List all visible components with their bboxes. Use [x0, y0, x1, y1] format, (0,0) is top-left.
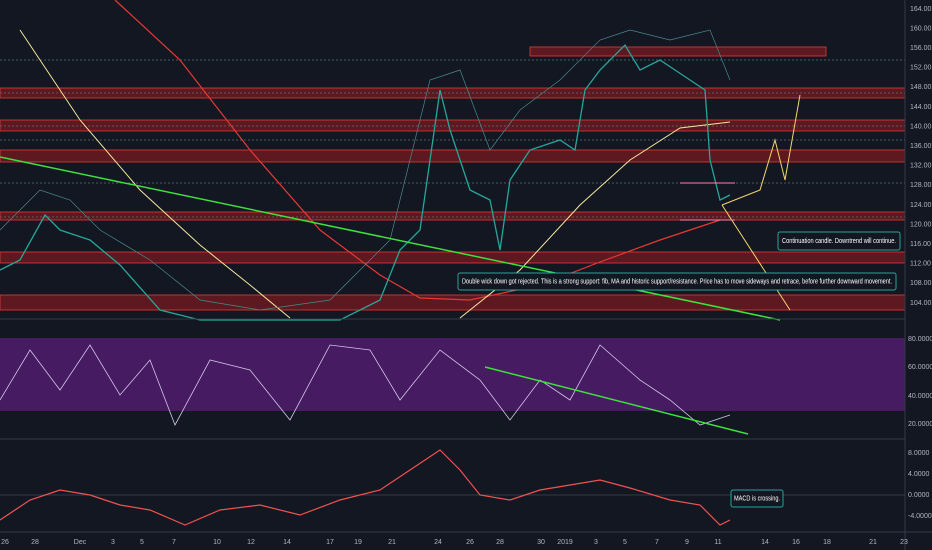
price-label: 116.00 — [910, 241, 931, 248]
time-label: 18 — [823, 539, 831, 546]
price-label: 124.00 — [910, 202, 932, 209]
rsi-label: 80.0000 — [908, 336, 932, 343]
bollinger — [0, 29, 731, 311]
time-label: 16 — [792, 539, 800, 546]
time-label: 30 — [537, 539, 545, 546]
time-label: 21 — [869, 539, 877, 546]
price-label: 156.00 — [910, 45, 932, 52]
rsi-label: 60.0000 — [908, 364, 932, 371]
ma-yellow — [19, 29, 291, 319]
annotation: MACD is crossing. — [730, 489, 784, 508]
price-label: 104.00 — [910, 300, 932, 307]
price-label: 136.00 — [910, 143, 932, 150]
time-label: 7 — [655, 539, 659, 546]
time-label: 7 — [172, 539, 176, 546]
rsi — [0, 344, 731, 426]
price — [0, 43, 731, 321]
macd-label: -4.0000 — [908, 513, 932, 520]
time-label: 17 — [326, 539, 334, 546]
dashed-levels — [0, 59, 905, 218]
ma-red — [114, 0, 721, 301]
time-label: 11 — [714, 539, 721, 546]
annotation: Double wick down got rejected. This is a… — [457, 272, 897, 291]
price-label: 164.00 — [910, 6, 932, 13]
time-label: 24 — [434, 539, 442, 546]
annotation-text: MACD is crossing. — [734, 493, 780, 502]
price-label: 112.00 — [910, 261, 931, 268]
time-label: 2019 — [557, 539, 573, 546]
time-label: 10 — [213, 539, 221, 546]
time-label: 3 — [111, 539, 115, 546]
time-label: 28 — [31, 539, 39, 546]
trendline — [0, 156, 781, 321]
price-label: 120.00 — [910, 221, 932, 228]
time-label: 19 — [354, 539, 362, 546]
time-label: 23 — [900, 539, 908, 546]
annotation-text: Double wick down got rejected. This is a… — [462, 276, 892, 285]
price-label: 160.00 — [910, 25, 932, 32]
price-label: 108.00 — [910, 280, 932, 287]
time-label: 5 — [140, 539, 144, 546]
price-label: 132.00 — [910, 163, 932, 170]
price-label: 140.00 — [910, 123, 932, 130]
time-label: 9 — [685, 539, 689, 546]
time-label: 26 — [466, 539, 474, 546]
time-label: 14 — [283, 539, 291, 546]
time-label: 3 — [594, 539, 598, 546]
price-label: 128.00 — [910, 182, 932, 189]
macd-label: 0.0000 — [908, 492, 930, 499]
macd — [0, 449, 731, 526]
time-label: 5 — [623, 539, 627, 546]
price-label: 148.00 — [910, 84, 932, 91]
time-label: 21 — [388, 539, 396, 546]
rsi-label: 40.0000 — [908, 393, 932, 400]
price-label: 144.00 — [910, 104, 932, 111]
time-label: 14 — [761, 539, 769, 546]
rsi-trendline — [484, 366, 749, 435]
time-label: 12 — [247, 539, 255, 546]
time-label: 26 — [1, 539, 9, 546]
annotation-text: Continuation candle. Downtrend will cont… — [782, 236, 896, 245]
annotation: Continuation candle. Downtrend will cont… — [777, 231, 901, 251]
projection — [680, 94, 801, 311]
macd-label: 4.0000 — [908, 471, 930, 478]
price-label: 152.00 — [910, 65, 932, 72]
axes: 164.00160.00156.00152.00148.00144.00140.… — [1, 6, 932, 546]
macd-label: 8.0000 — [908, 450, 930, 457]
rsi-label: 20.0000 — [908, 421, 932, 428]
time-label: 28 — [496, 539, 504, 546]
time-label: Dec — [74, 539, 87, 546]
rsi-band — [0, 338, 905, 411]
